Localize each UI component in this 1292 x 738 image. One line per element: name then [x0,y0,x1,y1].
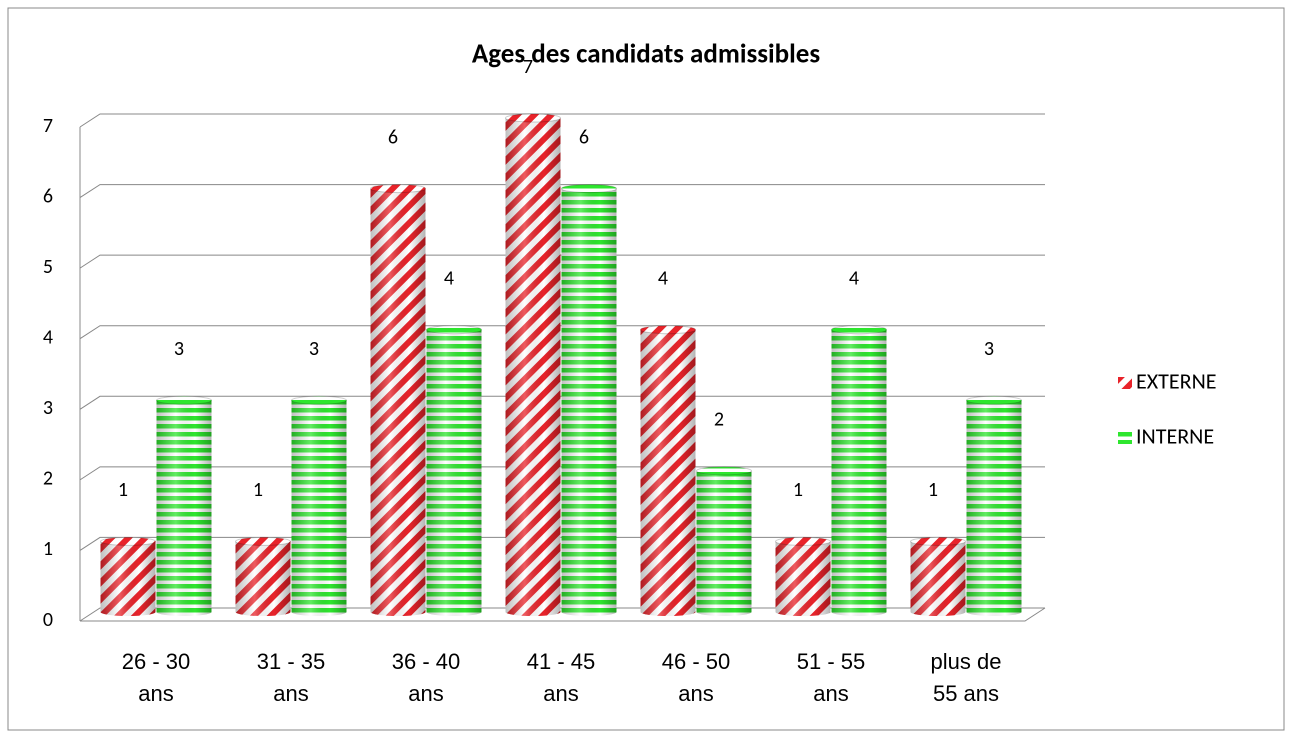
y-tick-label: 2 [43,467,53,491]
bar-top [426,325,482,335]
y-tick-label: 3 [43,396,53,420]
legend-swatch [1118,377,1132,389]
bar [696,466,752,616]
x-tick-label: plus de 55 ans [930,649,1002,706]
data-label: 1 [118,478,128,502]
bar-shade [640,329,696,616]
data-label: 1 [793,478,803,502]
bar-shade [910,541,966,616]
bar-top [561,184,617,194]
grid-line [79,395,1045,410]
legend-swatch [1118,432,1132,444]
x-tick-label: 36 - 40 ans [391,649,461,706]
bar-top [775,536,831,546]
x-tick-label: 31 - 35 ans [256,649,326,706]
chart-border [7,7,1285,731]
bar-top [235,536,291,546]
bar-top [291,395,347,405]
bar-shade [505,118,561,616]
data-label: 3 [309,337,319,361]
grid-line [79,254,1045,269]
chart-title: Ages des candidats admissibles [472,38,820,71]
bar-shade [696,470,752,616]
bar-top [100,536,156,546]
bar [156,395,212,616]
data-label: 4 [849,266,859,290]
bar [831,325,887,616]
bar-top [831,325,887,335]
data-label: 4 [444,266,454,290]
bar [640,325,696,616]
floor [80,607,1046,622]
y-tick-label: 0 [43,608,53,632]
data-label: 4 [658,266,668,290]
y-tick-label: 6 [43,184,53,208]
bar-top [910,536,966,546]
bar-shade [775,541,831,616]
bar-top [966,395,1022,405]
bar-top [640,325,696,335]
legend-label: EXTERNE [1136,367,1217,394]
y-tick-label: 4 [43,325,53,349]
data-label: 7 [523,55,533,79]
grid-line [79,184,1045,198]
x-tick-label: 41 - 45 ans [526,649,596,706]
bar-top [370,184,426,194]
bar-shade [100,541,156,616]
grid-line [79,325,1045,340]
y-tick-label: 1 [43,537,53,561]
data-label: 6 [579,125,589,149]
grid-line [79,113,1045,128]
bar [505,113,561,616]
data-label: 3 [174,337,184,361]
bar [775,536,831,616]
data-label: 2 [714,408,724,432]
bar [561,184,617,617]
bar-shade [370,188,426,617]
bar-top [156,395,212,405]
bar-shade [291,400,347,616]
data-label: 6 [388,125,398,149]
bar-shade [966,400,1022,616]
x-tick-label: 51 - 55 ans [796,649,866,706]
x-tick-label: 46 - 50 ans [661,649,731,706]
data-label: 3 [984,337,994,361]
x-tick-label: 26 - 30 ans [121,649,191,706]
bar-top [696,466,752,476]
bar [291,395,347,616]
bar [100,536,156,616]
bar [426,325,482,616]
data-label: 1 [253,478,263,502]
legend-label: INTERNE [1136,422,1214,449]
grid-line [79,466,1045,481]
data-label: 1 [928,478,938,502]
bar-shade [426,329,482,616]
bar [370,184,426,617]
bar [966,395,1022,616]
bar [235,536,291,616]
bar-shade [156,400,212,616]
bar-shade [235,541,291,616]
bar-shade [831,329,887,616]
bar [910,536,966,616]
bar-top [505,113,561,123]
y-tick-label: 5 [43,255,53,279]
y-tick-label: 7 [43,114,53,138]
bar-shade [561,188,617,617]
